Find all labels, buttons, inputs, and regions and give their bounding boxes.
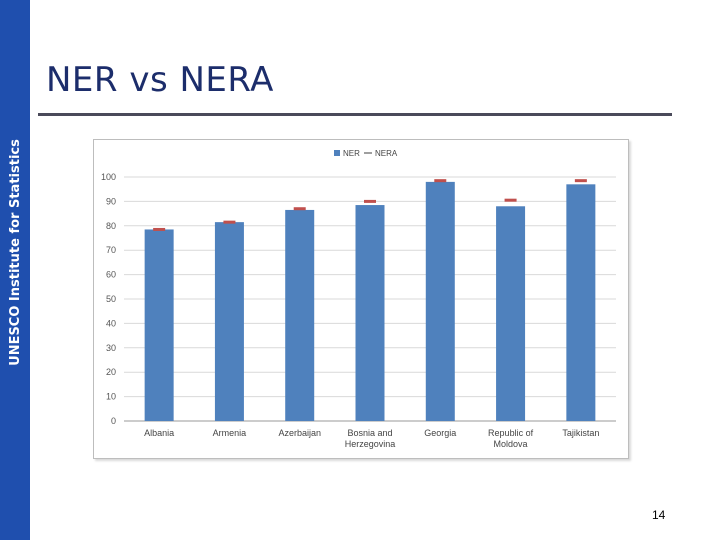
nera-marker	[153, 227, 166, 231]
y-tick-label: 30	[106, 343, 116, 353]
bar	[566, 184, 596, 421]
y-axis-ticks: 0 10 20 30 40 50 60 70 80 90 100	[101, 172, 116, 426]
nera-marker	[223, 220, 236, 224]
y-tick-label: 90	[106, 196, 116, 206]
chart-frame: NER NERA 0 10 20 30 40 50 60 70 80 90 100 Albania Ar…	[93, 139, 629, 459]
bar	[496, 206, 526, 421]
x-tick-label: Republic of	[488, 428, 534, 438]
nera-marker	[434, 179, 447, 183]
y-tick-label: 70	[106, 245, 116, 255]
title-divider	[38, 113, 672, 116]
x-tick-label: Bosnia and	[347, 428, 392, 438]
y-tick-label: 50	[106, 294, 116, 304]
bar	[425, 181, 455, 421]
chart-legend: NER NERA	[334, 149, 398, 158]
nera-marker	[293, 207, 306, 211]
x-tick-label: Tajikistan	[562, 428, 599, 438]
bar-series	[144, 181, 596, 421]
x-axis-ticks: Albania Armenia Azerbaijan Bosnia andHerzeg…	[144, 428, 599, 449]
x-tick-label: Georgia	[424, 428, 456, 438]
y-tick-label: 0	[111, 416, 116, 426]
y-tick-label: 60	[106, 270, 116, 280]
bar-chart: NER NERA 0 10 20 30 40 50 60 70 80 90 100 Albania Ar…	[101, 149, 616, 449]
x-tick-label: Herzegovina	[345, 439, 396, 449]
nera-marker	[574, 179, 587, 183]
legend-swatch-ner	[334, 150, 340, 156]
sidebar-label-container: UNESCO Institute for Statistics	[2, 0, 28, 380]
nera-marker	[504, 198, 517, 202]
x-tick-label: Moldova	[494, 439, 528, 449]
y-tick-label: 40	[106, 318, 116, 328]
bar	[285, 209, 315, 421]
x-tick-label: Armenia	[213, 428, 247, 438]
y-tick-label: 80	[106, 221, 116, 231]
legend-label-nera: NERA	[375, 149, 398, 158]
sidebar-label: UNESCO Institute for Statistics	[7, 139, 23, 366]
nera-marker	[364, 199, 376, 203]
y-tick-label: 10	[106, 392, 116, 402]
bar	[214, 222, 244, 421]
sidebar	[0, 0, 30, 540]
x-tick-label: Albania	[144, 428, 174, 438]
legend-label-ner: NER	[343, 149, 360, 158]
bar	[144, 229, 174, 421]
slide-title: NER vs NERA	[46, 60, 274, 100]
y-tick-label: 20	[106, 367, 116, 377]
page-number: 14	[652, 508, 666, 522]
y-tick-label: 100	[101, 172, 116, 182]
bar	[355, 205, 385, 421]
x-tick-label: Azerbaijan	[278, 428, 321, 438]
marker-series	[153, 179, 587, 231]
